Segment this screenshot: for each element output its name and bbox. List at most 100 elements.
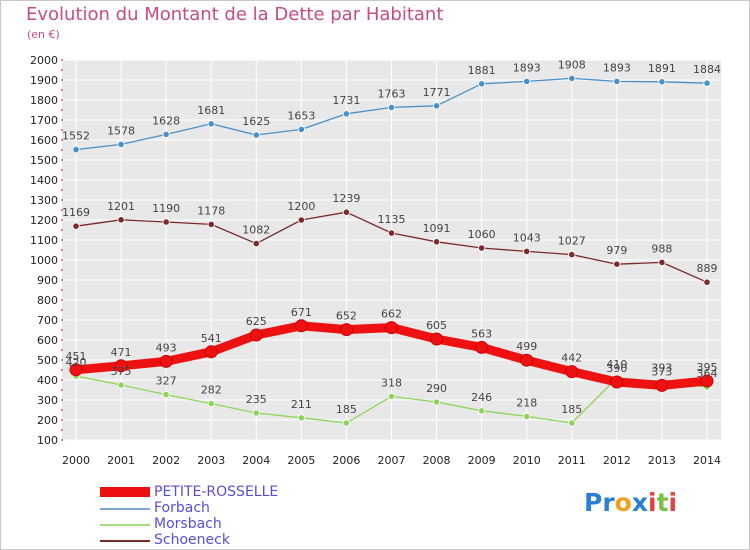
y-tick-label: 1400 [30,174,58,187]
data-point-petite-rosselle [475,340,489,354]
x-tick-label: 2009 [468,454,496,467]
data-label: 290 [426,382,447,395]
logo-letter: o [614,488,632,517]
y-axis-marker [61,189,63,191]
data-label: 318 [381,376,402,389]
y-axis-marker [61,129,63,131]
x-tick-label: 2004 [242,454,270,467]
y-axis-marker [61,89,63,91]
data-point-petite-rosselle [655,378,669,392]
y-axis-marker [61,289,63,291]
y-axis-marker [61,339,63,341]
data-label: 364 [697,367,718,380]
data-point-petite-rosselle [159,354,173,368]
y-axis-marker [61,79,63,81]
y-axis-marker [61,419,63,421]
data-label: 282 [201,384,222,397]
data-label: 1771 [423,86,451,99]
y-tick-label: 800 [37,294,58,307]
data-label: 605 [426,319,447,332]
data-point-schoeneck [432,238,441,246]
data-label: 1200 [287,200,315,213]
data-label: 988 [651,242,672,255]
y-axis-marker [61,369,63,371]
y-axis-marker [61,379,63,381]
legend-label-morsbach: Morsbach [154,516,222,532]
x-tick-label: 2012 [603,454,631,467]
y-tick-label: 2000 [30,54,58,67]
x-tick-label: 2000 [62,454,90,467]
data-label: 1908 [558,58,586,71]
data-label: 563 [471,327,492,340]
x-tick-label: 2007 [378,454,406,467]
data-label: 625 [246,315,267,328]
data-point-morsbach [342,419,351,427]
data-point-forbach [478,80,486,88]
data-point-schoeneck [568,251,576,259]
y-axis-marker [61,249,63,251]
logo-letter: t [656,488,669,517]
data-label: 1763 [378,87,406,100]
data-point-forbach [162,130,170,138]
data-label: 1891 [648,62,676,75]
data-point-forbach [72,146,80,154]
y-axis-marker [61,119,63,121]
data-point-forbach [703,79,711,87]
y-axis-marker [61,209,63,211]
data-point-forbach [613,77,621,86]
y-tick-label: 700 [37,314,58,327]
y-tick-label: 1600 [30,134,58,147]
data-label: 1135 [378,213,406,226]
y-axis-marker [61,299,63,301]
data-label: 493 [156,341,177,354]
data-label: 395 [697,361,718,374]
data-label: 451 [66,350,87,363]
proxiti-logo: Proxiti [584,488,677,517]
y-tick-label: 200 [37,414,58,427]
data-point-forbach [207,120,215,128]
data-label: 1169 [62,206,90,219]
data-point-morsbach [387,392,396,400]
y-axis-marker [61,359,63,361]
data-point-petite-rosselle [339,323,353,337]
data-label: 1190 [152,202,180,215]
data-point-schoeneck [387,229,396,237]
data-label: 373 [651,365,672,378]
y-tick-label: 1500 [30,154,58,167]
data-label: 1893 [513,61,541,74]
x-tick-label: 2008 [423,454,451,467]
data-label: 211 [291,398,312,411]
x-tick-label: 2003 [197,454,225,467]
data-point-petite-rosselle [204,345,218,359]
data-label: 471 [111,346,132,359]
data-point-petite-rosselle [294,319,308,333]
data-point-schoeneck [478,244,486,252]
data-label: 1082 [242,224,270,237]
data-label: 1060 [468,228,496,241]
data-point-morsbach [162,390,170,399]
data-label: 671 [291,306,312,319]
data-label: 1681 [197,104,225,117]
x-tick-label: 2013 [648,454,676,467]
data-label: 1881 [468,64,496,77]
y-tick-label: 900 [37,274,58,287]
data-point-schoeneck [162,218,170,226]
data-label: 889 [697,262,718,275]
data-point-petite-rosselle [520,353,534,367]
data-label: 1178 [197,204,225,217]
legend-swatch-schoeneck [100,540,150,542]
y-axis-marker [61,99,63,101]
data-point-schoeneck [207,220,215,228]
y-axis-marker [61,179,63,181]
y-tick-label: 1100 [30,234,58,247]
y-axis-marker [61,239,63,241]
data-label: 420 [66,356,87,369]
legend-swatch-petite-rosselle [100,487,150,497]
data-point-forbach [297,125,305,133]
data-point-morsbach [432,398,441,406]
y-tick-label: 300 [37,394,58,407]
y-axis-marker [61,59,63,61]
data-point-schoeneck [613,260,621,268]
data-point-schoeneck [117,216,125,224]
